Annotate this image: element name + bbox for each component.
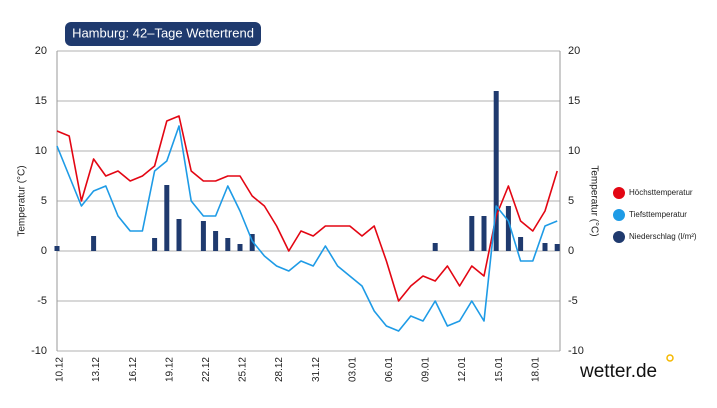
logo-dot <box>666 354 674 362</box>
y-tick-label: -5 <box>37 295 47 307</box>
precip-bar <box>213 231 219 251</box>
x-tick-label: 12.01 <box>457 357 468 382</box>
y2-tick-label: -5 <box>568 295 578 307</box>
y2-tick-label: 15 <box>568 95 580 107</box>
x-tick-label: 03.01 <box>347 357 358 382</box>
x-tick-label: 09.01 <box>421 357 432 382</box>
title-box <box>65 22 261 46</box>
y2-tick-label: -10 <box>568 345 584 357</box>
x-tick-label: 22.12 <box>201 357 212 382</box>
precip-bar <box>200 221 206 251</box>
y-tick-label: -10 <box>31 345 47 357</box>
precip-bar <box>164 185 170 251</box>
precip-bar <box>249 234 255 251</box>
y-tick-label: 5 <box>41 195 47 207</box>
logo: wetter.de <box>579 361 657 382</box>
y-axis-label: Temperatur (°C) <box>17 165 28 236</box>
x-tick-label: 19.12 <box>164 357 175 382</box>
precip-bar <box>152 238 158 251</box>
y-tick-label: 10 <box>35 145 47 157</box>
precip-bar <box>91 236 97 251</box>
precip-bar <box>505 206 511 251</box>
legend-marker <box>613 187 625 199</box>
precip-bar <box>432 243 438 251</box>
y-tick-label: 15 <box>35 95 47 107</box>
legend-label: Tiefsttemperatur <box>629 210 687 219</box>
legend-marker <box>613 231 625 243</box>
precip-bar <box>54 246 60 251</box>
legend-label: Höchsttemperatur <box>629 188 693 197</box>
temp-line <box>56 115 558 302</box>
y2-tick-label: 20 <box>568 45 580 57</box>
y-tick-label: 0 <box>41 245 47 257</box>
precip-bar <box>176 219 182 251</box>
temp-line <box>56 125 558 332</box>
precip-bar <box>237 244 243 251</box>
x-tick-label: 25.12 <box>238 357 249 382</box>
y2-tick-label: 0 <box>568 245 574 257</box>
precip-bar <box>518 237 524 251</box>
precip-bar <box>554 244 560 251</box>
legend-label: Niederschlag (l/m²) <box>629 232 697 241</box>
x-tick-label: 10.12 <box>55 357 66 382</box>
legend-marker <box>613 209 625 221</box>
precip-bar <box>469 216 475 251</box>
y2-axis-label: Temperatur (°C) <box>588 165 599 236</box>
x-tick-label: 13.12 <box>91 357 102 382</box>
chart-title: Hamburg: 42–Tage Wettertrend <box>72 25 254 40</box>
x-tick-label: 31.12 <box>311 357 322 382</box>
precip-bar <box>493 91 499 251</box>
x-tick-label: 16.12 <box>128 357 139 382</box>
y-tick-label: 20 <box>35 45 47 57</box>
x-tick-label: 28.12 <box>274 357 285 382</box>
x-tick-label: 06.01 <box>384 357 395 382</box>
x-tick-label: 18.01 <box>530 357 541 382</box>
precip-bar <box>225 238 231 251</box>
y2-tick-label: 10 <box>568 145 580 157</box>
precip-bar <box>542 243 548 251</box>
y2-tick-label: 5 <box>568 195 574 207</box>
precip-bar <box>481 216 487 251</box>
x-tick-label: 15.01 <box>494 357 505 382</box>
